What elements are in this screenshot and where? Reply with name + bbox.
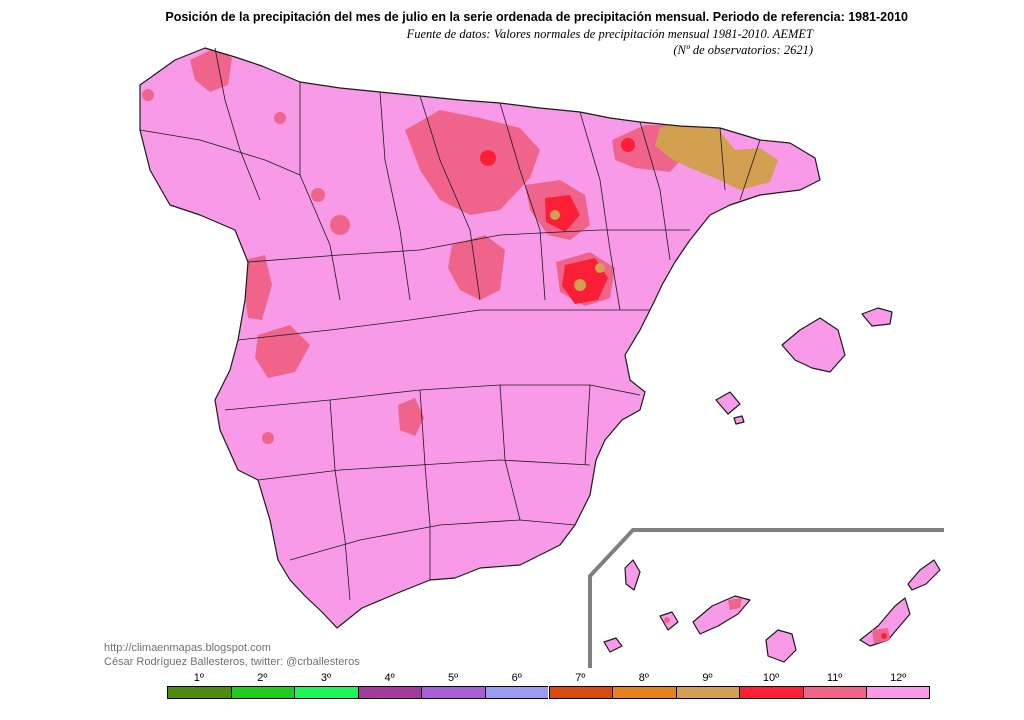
island-fuerteventura <box>859 597 911 647</box>
legend-swatch <box>866 686 930 699</box>
patch-soria-red <box>545 195 580 232</box>
mainland-spain <box>139 47 821 629</box>
patch-dot-1 <box>330 215 350 235</box>
balearic-islands <box>715 307 893 425</box>
patch-burgos <box>405 110 540 215</box>
patch-red-dot-1 <box>480 150 496 166</box>
patch-ochre-dot-3 <box>550 210 560 220</box>
legend-swatch <box>739 686 803 699</box>
patch-ochre-dot-2 <box>595 263 605 273</box>
legend-swatch <box>548 686 613 699</box>
legend-swatch <box>612 686 676 699</box>
island-gran-canaria <box>765 629 797 663</box>
legend-label: 2º <box>257 672 268 684</box>
patch-extremadura <box>255 325 310 378</box>
legend-label: 10º <box>762 672 780 684</box>
island-ibiza <box>715 391 741 415</box>
patch-madrid <box>448 235 505 300</box>
island-la-palma <box>624 559 641 591</box>
legend-label: 4º <box>384 672 395 684</box>
legend-label: 7º <box>575 672 586 684</box>
map-title: Posición de la precipitación del mes de … <box>165 10 908 24</box>
island-lanzarote <box>907 559 941 591</box>
patch-portugal-border <box>244 255 272 320</box>
patch-dot-5 <box>311 188 325 202</box>
patch-ochre-dot-1 <box>574 279 586 291</box>
mainland-fill <box>140 48 820 628</box>
patch-ciudad-real <box>398 398 424 436</box>
legend-item: 9º <box>675 672 740 702</box>
legend-item: 7º <box>548 672 613 702</box>
patch-la-gomera <box>664 617 670 623</box>
legend-swatch <box>357 686 422 699</box>
legend-item: 11º <box>802 672 867 702</box>
legend-swatch <box>484 686 549 699</box>
data-source: Fuente de datos: Valores normales de pre… <box>406 27 813 41</box>
precipitation-rank-map <box>139 47 944 668</box>
island-mallorca <box>781 317 846 373</box>
legend-item: 5º <box>421 672 485 702</box>
legend-label: 5º <box>448 672 459 684</box>
legend-item: 10º <box>739 672 803 702</box>
legend-label: 1º <box>193 672 204 684</box>
legend-label: 8º <box>638 672 649 684</box>
patch-red-dot-2 <box>621 138 635 152</box>
author-credit: César Rodríguez Ballesteros, twitter: @c… <box>104 656 360 668</box>
legend-label: 9º <box>702 672 713 684</box>
island-formentera <box>733 415 745 425</box>
patch-dot-3 <box>262 432 274 444</box>
legend-label: 3º <box>320 672 332 684</box>
legend-swatch <box>675 686 740 699</box>
legend-swatch <box>167 686 231 699</box>
legend-label: 12º <box>890 672 907 684</box>
inset-frame <box>588 528 944 668</box>
legend-item: 2º <box>230 672 295 702</box>
patch-dot-2 <box>274 112 286 124</box>
province-borders <box>139 47 761 601</box>
legend-item: 3º <box>294 672 358 702</box>
legend-swatch <box>802 686 867 699</box>
patch-dot-4 <box>142 89 154 101</box>
legend-label: 11º <box>826 672 843 684</box>
legend-label: 6º <box>511 672 522 684</box>
legend-item: 1º <box>167 672 231 702</box>
island-el-hierro <box>603 637 623 653</box>
station-count: (Nº de observatorios: 2621) <box>673 43 813 57</box>
island-menorca <box>861 307 893 327</box>
island-tenerife <box>692 595 751 635</box>
blog-url: http://climaenmapas.blogspot.com <box>104 642 271 654</box>
legend-item: 12º <box>866 672 930 702</box>
patch-fuerteventura-red <box>881 633 887 639</box>
legend-swatch <box>421 686 485 699</box>
patch-tenerife <box>728 598 742 610</box>
patch-pyrenees-ochre <box>655 118 778 190</box>
rank-legend: 1º 2º 3º 4º 5º 6º 7º 8º 9º 10º 11º 12º <box>167 672 930 702</box>
legend-swatch <box>294 686 358 699</box>
canary-islands-inset <box>588 528 944 668</box>
legend-item: 8º <box>612 672 676 702</box>
legend-item: 4º <box>357 672 422 702</box>
legend-item: 6º <box>484 672 549 702</box>
rank-patches <box>142 48 778 444</box>
legend-swatch <box>230 686 295 699</box>
mainland-outline <box>139 47 821 629</box>
